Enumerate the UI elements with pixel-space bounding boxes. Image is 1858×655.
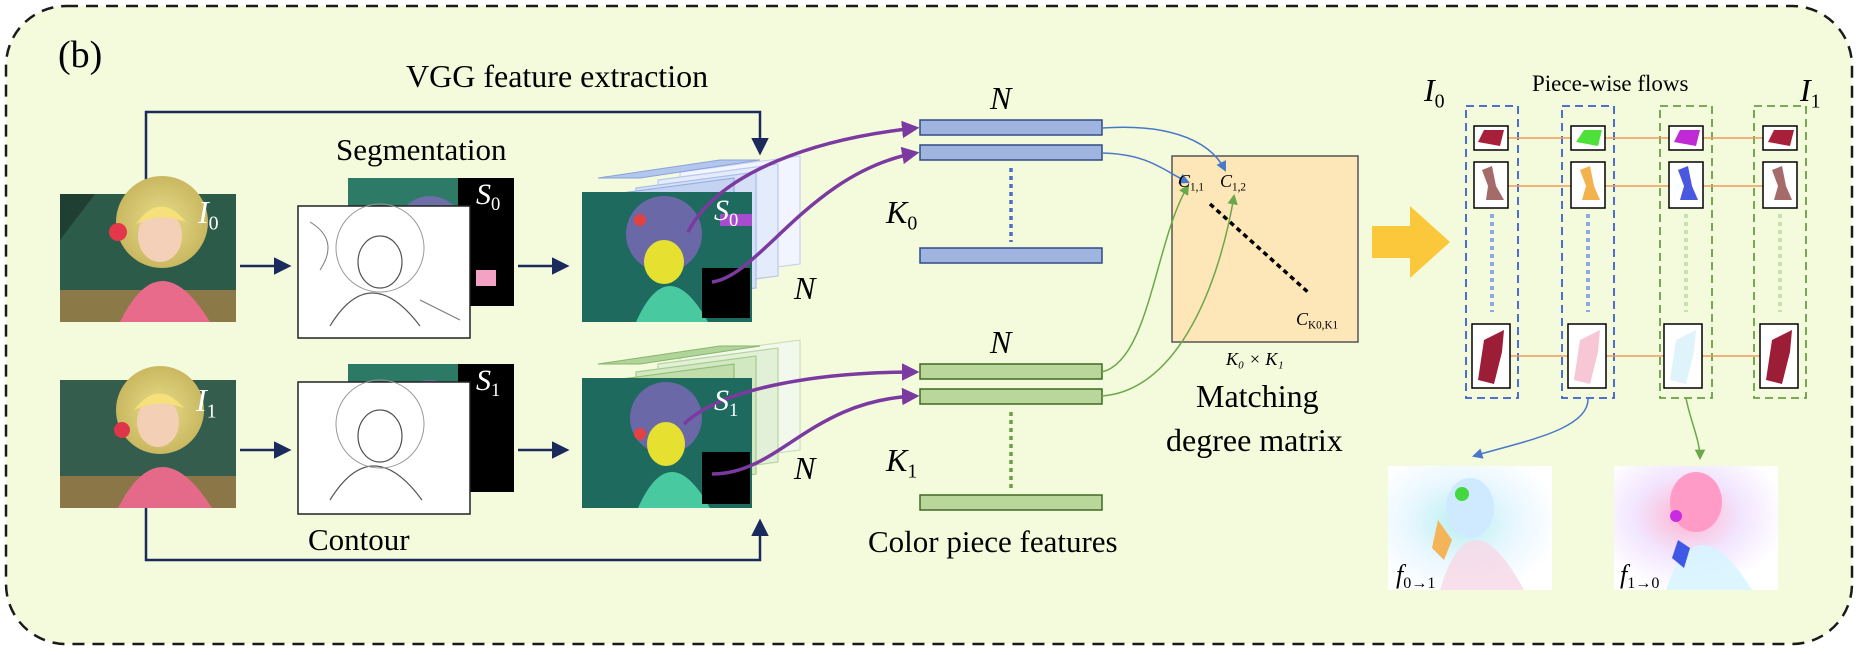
piece-count-K0: K0	[886, 194, 918, 235]
vgg-arrow-top	[144, 110, 769, 190]
feature-dim-N-bottom: N	[990, 324, 1012, 360]
flow-label-1to0: f1→0	[1620, 560, 1660, 593]
flow-label-0to1: f0→1	[1396, 560, 1436, 593]
seg-label-S1-back: S1	[476, 364, 501, 401]
image-label-I0: I0	[198, 194, 219, 235]
contour-image-0	[297, 203, 471, 339]
piece-count-K1: K1	[886, 442, 918, 483]
matching-label-line1: Matching	[1196, 378, 1319, 414]
matrix-dims-label: K₀ × K₁	[1226, 349, 1284, 369]
stack-depth-N-1: N	[794, 450, 816, 486]
flows-label-I0: I0	[1424, 72, 1445, 113]
matching-label-line2: degree matrix	[1166, 422, 1343, 458]
flow-map-icon	[1614, 466, 1778, 590]
contour-image-1	[297, 379, 471, 515]
matrix-diagonal	[1208, 202, 1312, 296]
stack-depth-N-0: N	[794, 270, 816, 306]
big-transition-arrow	[1372, 206, 1450, 278]
matrix-entry-C11: C1,1	[1178, 171, 1204, 194]
piecewise-flow-columns	[1465, 105, 1807, 399]
panel-label: (b)	[58, 34, 103, 76]
flows-label-I1: I1	[1800, 72, 1821, 113]
image-label-I1: I1	[196, 382, 217, 423]
color-piece-features-label: Color piece features	[868, 524, 1118, 559]
seg-label-S0-front: S0	[714, 194, 739, 231]
feature-dim-N-top: N	[990, 80, 1012, 116]
feature-stack-0	[582, 155, 801, 322]
piecewise-flows-label: Piece-wise flows	[1532, 71, 1689, 96]
feature-stack-1	[582, 339, 801, 508]
matrix-entry-CK: CK0,K1	[1296, 309, 1339, 332]
image-I0-icon	[60, 176, 236, 322]
contour-label: Contour	[308, 522, 410, 557]
piece-features-0	[919, 119, 1103, 264]
vgg-label: VGG feature extraction	[406, 58, 709, 94]
vgg-arrow-bottom	[144, 482, 769, 562]
matrix-entry-C12: C1,2	[1220, 171, 1246, 194]
seg-label-S0-back: S0	[476, 178, 501, 215]
matching-matrix	[1171, 155, 1359, 343]
segmentation-label: Segmentation	[336, 132, 507, 167]
flow-map-icon	[1388, 466, 1552, 590]
seg-label-S1-front: S1	[714, 384, 739, 421]
image-I1-icon	[60, 366, 236, 508]
